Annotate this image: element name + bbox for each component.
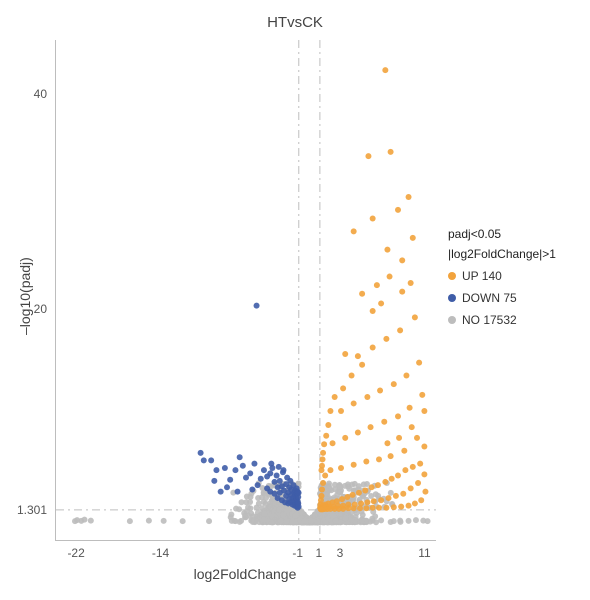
- legend-swatch-up: [448, 272, 456, 280]
- legend-swatch-down: [448, 294, 456, 302]
- legend-item-no: NO 17532: [448, 311, 588, 329]
- y-tick-label: 20: [34, 302, 47, 316]
- y-axis-label: –log10(padj): [17, 257, 33, 335]
- x-tick-label: -1: [292, 546, 303, 560]
- y-tick-label: 1.301: [17, 503, 47, 517]
- legend-label-down: DOWN 75: [462, 289, 517, 307]
- x-axis-label: log2FoldChange: [194, 566, 297, 582]
- x-tick-label: 11: [418, 546, 430, 560]
- legend-item-up: UP 140: [448, 267, 588, 285]
- plot-area: [55, 40, 436, 541]
- x-tick-label: -22: [67, 546, 84, 560]
- legend-label-up: UP 140: [462, 267, 502, 285]
- x-tick-label: 3: [337, 546, 344, 560]
- legend-item-down: DOWN 75: [448, 289, 588, 307]
- legend-swatch-no: [448, 316, 456, 324]
- scatter-canvas: [56, 40, 436, 540]
- legend-title-line-1: padj<0.05: [448, 225, 588, 243]
- legend-title-line-2: |log2FoldChange|>1: [448, 245, 588, 263]
- x-tick-label: 1: [316, 546, 323, 560]
- chart-title: HTvsCK: [0, 14, 590, 31]
- x-tick-label: -14: [152, 546, 169, 560]
- legend-label-no: NO 17532: [462, 311, 517, 329]
- legend: padj<0.05 |log2FoldChange|>1 UP 140 DOWN…: [448, 225, 588, 329]
- volcano-plot-figure: HTvsCK log2FoldChange –log10(padj) -22 -1…: [0, 0, 590, 600]
- y-tick-label: 40: [34, 87, 47, 101]
